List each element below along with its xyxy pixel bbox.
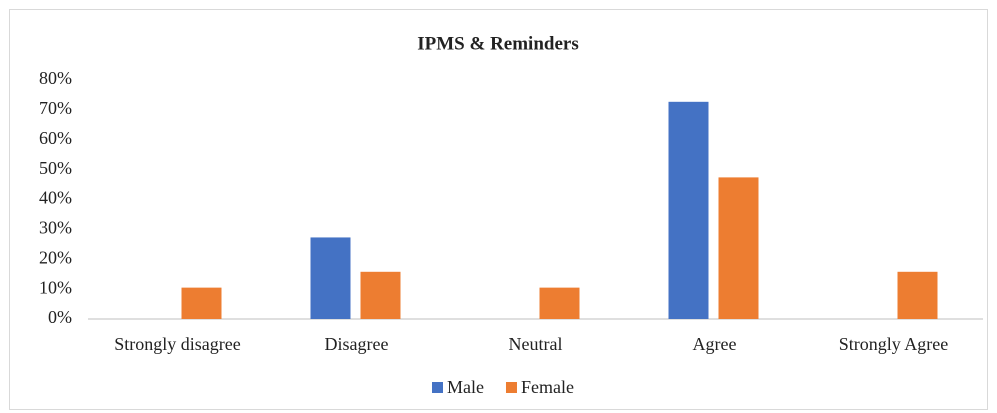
x-tick-label: Strongly Agree xyxy=(839,334,949,354)
bar xyxy=(310,237,351,319)
y-tick-label: 40% xyxy=(39,188,72,208)
legend-swatch xyxy=(432,382,443,393)
bar xyxy=(668,101,709,319)
bar xyxy=(718,177,759,319)
y-tick-label: 50% xyxy=(39,158,72,178)
y-tick-label: 70% xyxy=(39,98,72,118)
legend-label: Male xyxy=(447,377,484,397)
legend-label: Female xyxy=(521,377,574,397)
y-tick-label: 0% xyxy=(48,307,72,327)
y-tick-label: 60% xyxy=(39,128,72,148)
x-tick-label: Agree xyxy=(693,334,737,354)
bar xyxy=(897,271,938,319)
y-tick-label: 30% xyxy=(39,218,72,238)
chart-title: IPMS & Reminders xyxy=(417,33,578,54)
y-tick-label: 80% xyxy=(39,68,72,88)
bar xyxy=(360,271,401,319)
chart-border xyxy=(9,9,988,410)
x-tick-label: Neutral xyxy=(509,334,563,354)
x-tick-label: Strongly disagree xyxy=(114,334,240,354)
x-tick-label: Disagree xyxy=(325,334,389,354)
y-tick-label: 10% xyxy=(39,277,72,297)
bar xyxy=(181,287,222,319)
bar xyxy=(539,287,580,319)
legend-swatch xyxy=(505,382,517,393)
y-tick-label: 20% xyxy=(39,247,72,267)
